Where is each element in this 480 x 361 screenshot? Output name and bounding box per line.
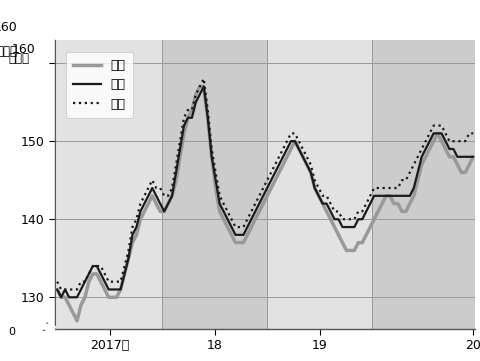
- Text: 0: 0: [9, 327, 16, 337]
- Text: （円）: （円）: [0, 45, 17, 58]
- Text: レギュラーガソリン平均小売価格の推移: レギュラーガソリン平均小売価格の推移: [154, 12, 326, 26]
- Bar: [372, 40, 477, 329]
- Text: 160: 160: [0, 21, 17, 34]
- Legend: 宮城, 東北, 全国: 宮城, 東北, 全国: [66, 52, 133, 118]
- Bar: [57, 40, 162, 329]
- Bar: [162, 40, 267, 329]
- Text: 160: 160: [12, 43, 36, 56]
- Bar: [267, 40, 372, 329]
- Text: （円）: （円）: [9, 52, 30, 65]
